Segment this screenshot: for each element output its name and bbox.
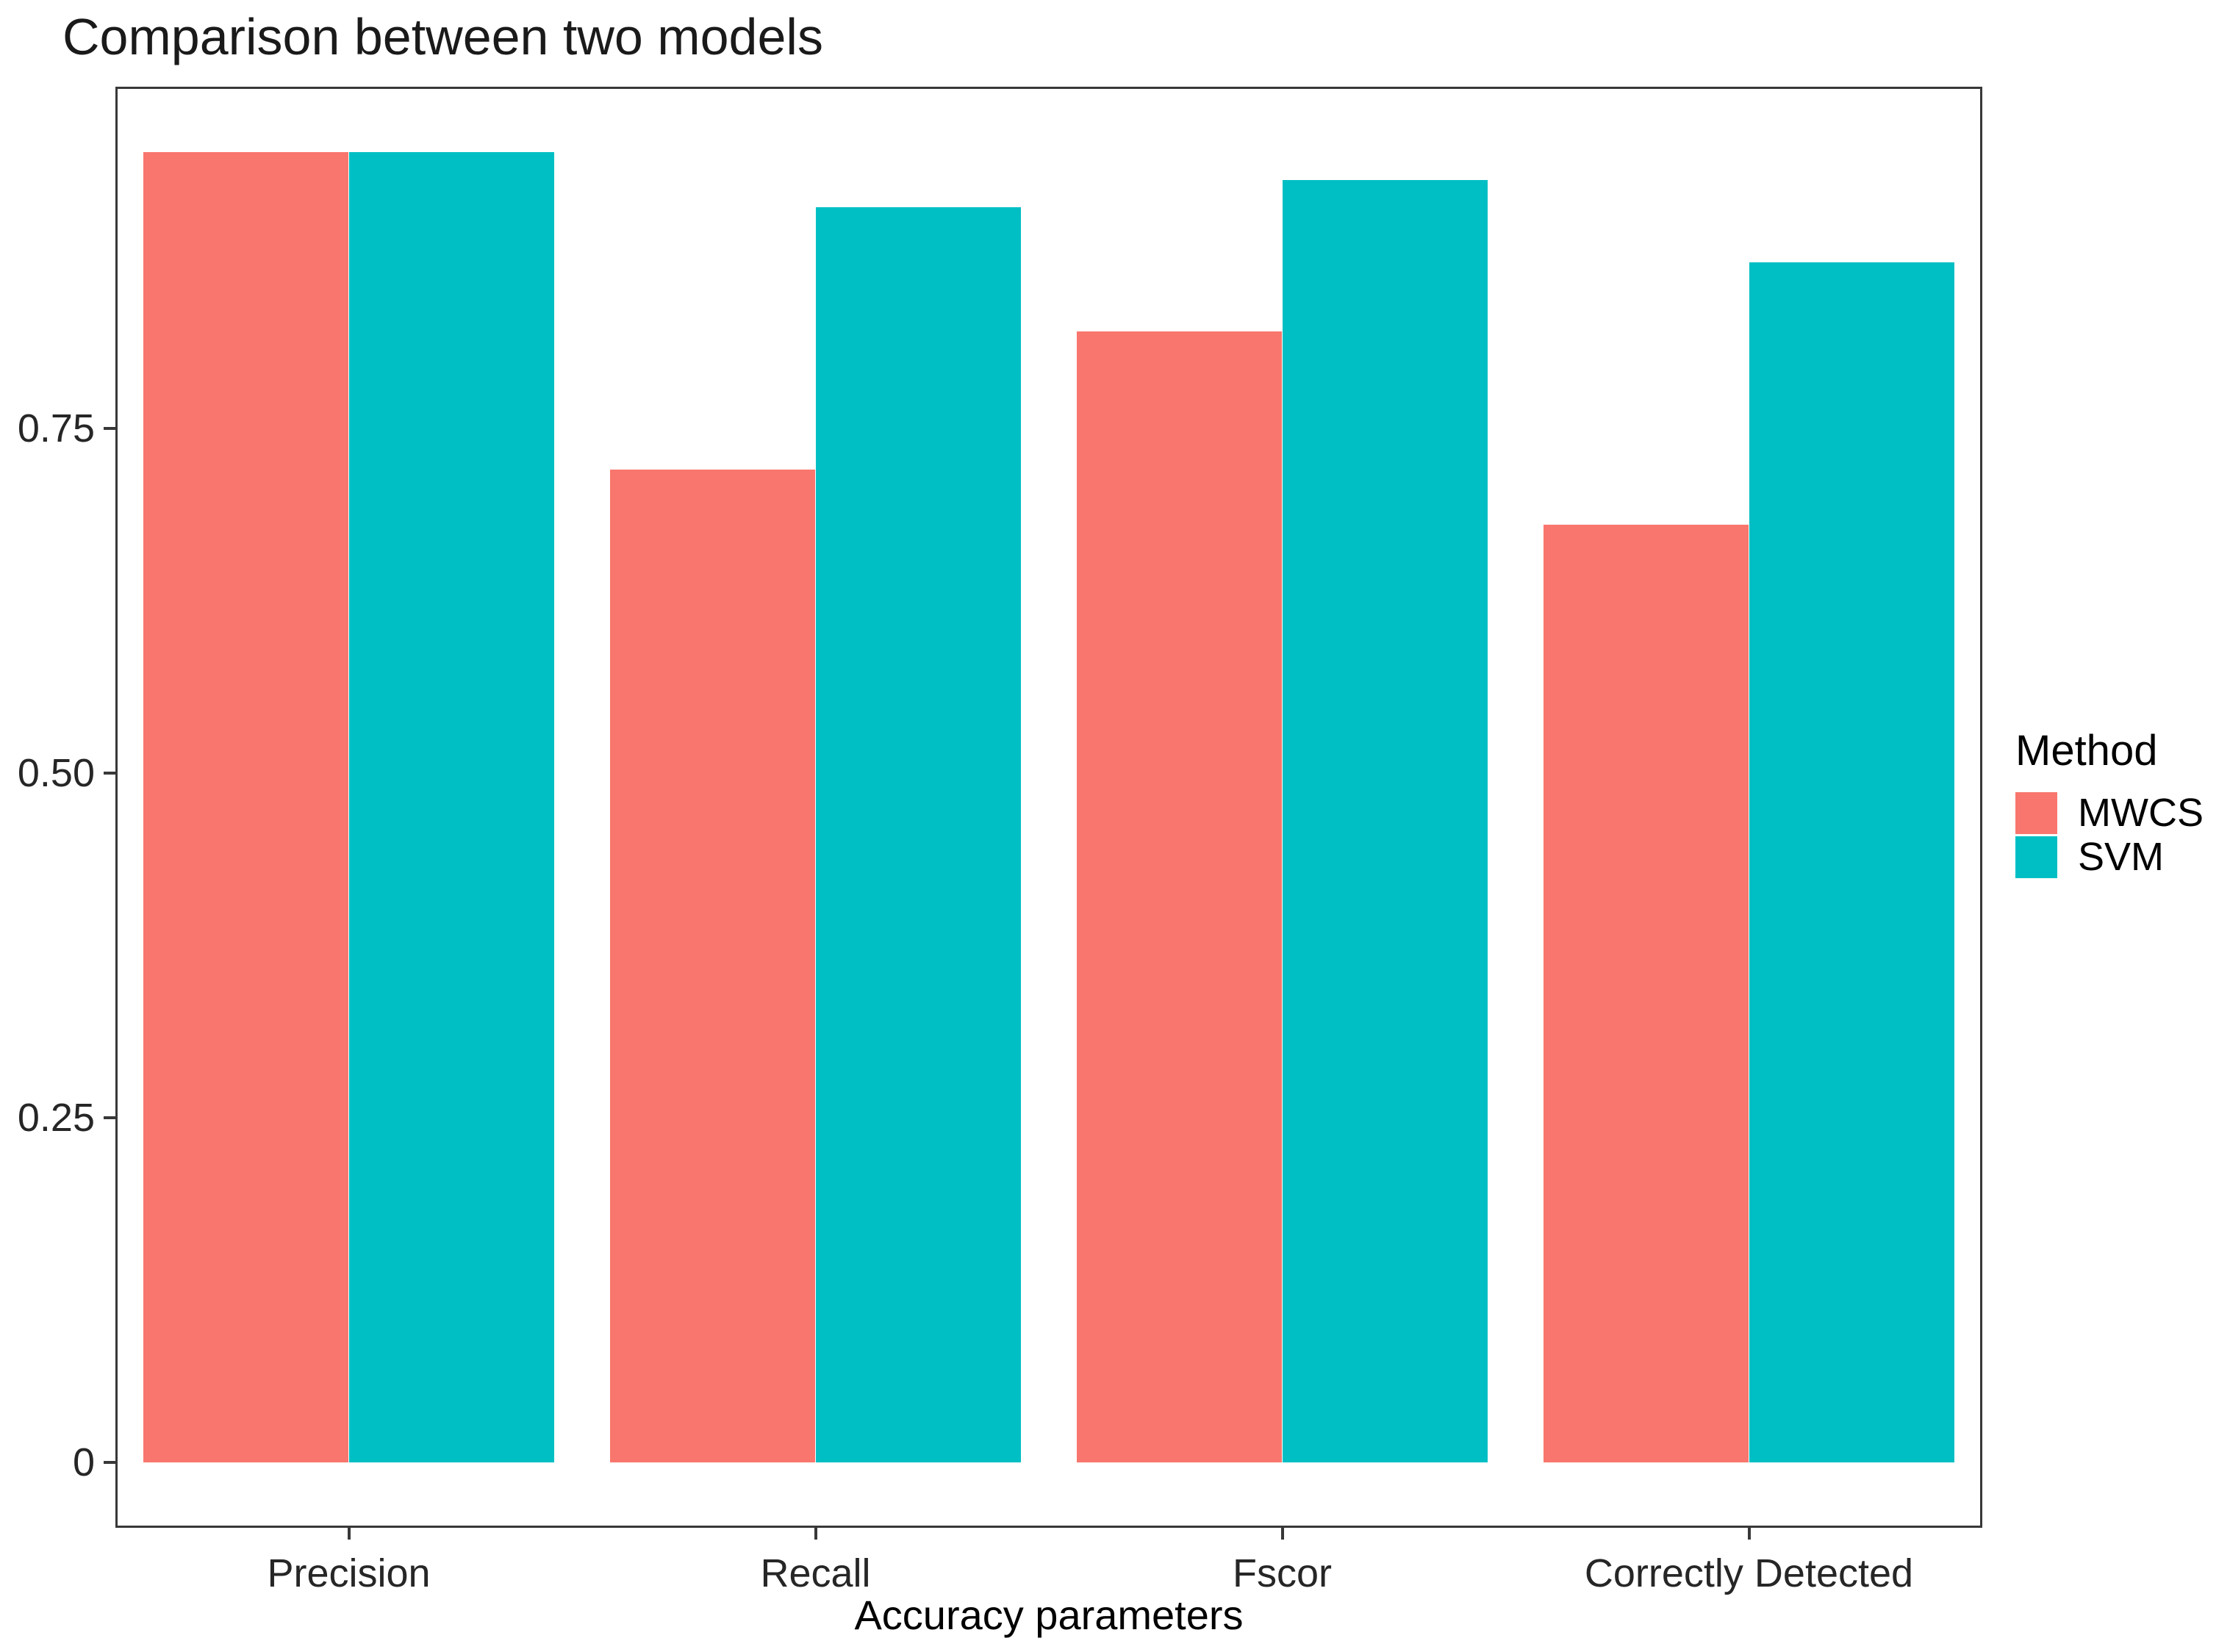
legend-swatch-svm	[2015, 836, 2057, 878]
x-tick-mark-fscor	[1280, 1528, 1284, 1540]
y-tick-mark-0-75	[104, 426, 115, 430]
y-tick-label-0-25: 0.25	[17, 1095, 95, 1140]
x-tick-label-recall: Recall	[760, 1551, 871, 1595]
bar-fscor-mwcs	[1077, 331, 1283, 1462]
x-tick-label-precision: Precision	[267, 1551, 431, 1595]
x-tick-mark-precision	[347, 1528, 351, 1540]
bar-correctly-detected-mwcs	[1544, 524, 1749, 1462]
legend-swatch-mwcs	[2015, 792, 2057, 834]
y-tick-mark-0-25	[104, 1116, 115, 1119]
x-tick-mark-correctly-detected	[1747, 1528, 1751, 1540]
chart-title: Comparison between two models	[62, 8, 823, 65]
y-tick-label-0-50: 0.50	[17, 750, 95, 795]
legend-item-mwcs: MWCS	[2015, 792, 2204, 834]
bar-fscor-svm	[1282, 179, 1488, 1462]
legend-label-svm: SVM	[2078, 835, 2165, 879]
y-tick-label-0-75: 0.75	[17, 406, 95, 450]
bar-precision-svm	[348, 152, 554, 1462]
bars-layer	[118, 89, 1980, 1526]
y-tick-mark-0	[104, 1461, 115, 1464]
bar-correctly-detected-svm	[1749, 262, 1954, 1462]
x-tick-label-fscor: Fscor	[1233, 1551, 1332, 1595]
legend-items: MWCS SVM	[2015, 792, 2204, 878]
plot-panel	[115, 87, 1982, 1528]
legend-label-mwcs: MWCS	[2078, 791, 2204, 835]
legend-item-svm: SVM	[2015, 836, 2204, 878]
x-tick-label-correctly-detected: Correctly Detected	[1584, 1551, 1914, 1595]
legend-title: Method	[2015, 727, 2158, 775]
y-tick-label-0: 0	[72, 1440, 95, 1484]
bar-recall-mwcs	[610, 469, 816, 1462]
legend: Method MWCS SVM	[2015, 728, 2204, 878]
bar-precision-mwcs	[143, 152, 349, 1462]
y-tick-mark-0-50	[104, 771, 115, 775]
bar-recall-svm	[815, 207, 1021, 1462]
x-axis-title: Accuracy parameters	[854, 1592, 1244, 1638]
x-tick-mark-recall	[814, 1528, 817, 1540]
